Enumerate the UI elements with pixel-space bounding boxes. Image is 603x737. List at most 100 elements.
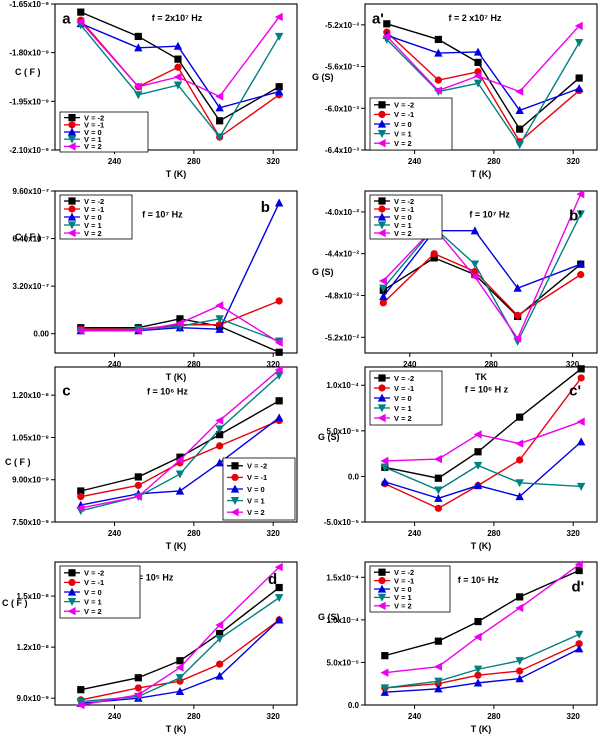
legend-entry: V = -2 [84,197,104,206]
data-point-2 [574,644,584,653]
y-tick-label: -4.4x10⁻² [325,250,359,259]
panel-letter: d [268,571,277,588]
legend-entry: V = -1 [394,576,414,585]
data-point-1 [434,76,442,84]
data-point-0 [134,473,142,481]
x-tick-label: 320 [267,360,281,369]
data-point-2 [173,41,183,50]
plot-frame [364,190,598,354]
data-point-4 [574,560,583,569]
plot-frame [364,561,598,706]
data-point-2 [574,84,584,93]
data-point-0 [77,686,85,694]
y-tick-label: -5.2x10⁻³ [325,21,359,30]
data-point-1 [216,660,224,668]
data-point-2 [215,458,224,467]
data-point-3 [173,81,183,90]
legend-entry: V = 2 [394,139,412,148]
legend: V = -2V = -1V = 0V = 1V = 2 [369,97,453,151]
legend-entry: V = 2 [394,414,412,423]
data-point-2 [515,492,524,501]
data-point-4 [473,430,482,439]
y-tick-label: 1.05x10⁻⁸ [12,433,49,442]
data-point-2 [215,103,224,112]
legend-entry: V = -1 [84,121,104,130]
data-point-0 [516,593,524,601]
data-point-0 [577,365,585,373]
series-line-2 [384,441,582,500]
series-line-4 [384,421,582,462]
data-point-3 [379,284,388,293]
y-tick-label: 9.00x10⁻⁹ [12,476,49,485]
data-point-0 [216,431,224,439]
y-axis-label: G (S) [312,72,334,82]
x-axis-label: T (K) [166,372,187,382]
legend-marker [68,578,76,587]
data-point-2 [576,437,586,446]
panel-b-prime-conductance-1e7hz: 240 280 320 -4.0x10⁻² -4.4x10⁻² -4.8x10⁻² -5.2… [312,189,598,382]
x-tick-label: 280 [187,529,201,538]
x-tick-label: 240 [108,360,122,369]
legend-entry: V = 0 [247,485,265,494]
y-tick-label: -1.80x10⁻⁹ [9,49,49,58]
data-point-4 [473,71,482,81]
x-axis-label: T (K) [471,724,492,734]
x-axis-label: TK [475,372,487,382]
y-tick-label: 0.00 [33,330,49,339]
x-tick-label: 280 [187,712,201,721]
legend-marker [377,584,387,593]
legend-entry: V = -2 [394,101,414,110]
legend-entry: V = -1 [394,205,414,214]
data-point-4 [173,72,182,82]
data-point-2 [175,486,185,495]
legend-marker [67,607,76,616]
data-point-3 [434,486,443,495]
panel-a-capacitance-2e7hz: 240 280 320 -1.65x10⁻⁹ -1.80x10⁻⁹ -1.95x10⁻⁹ -… [9,0,298,179]
x-axis-label: T (K) [166,169,187,179]
x-tick-label: 240 [408,712,422,721]
legend-marker [378,384,386,392]
data-point-2 [434,48,443,57]
legend: V = -2V = -1V = 0V = 1V = 2 [59,565,141,619]
legend-marker [377,593,387,602]
panel-letter: c' [569,382,581,399]
plot-frame [364,3,598,151]
data-point-1 [216,442,224,450]
data-point-3 [380,684,390,693]
data-point-4 [175,455,184,465]
legend-entry: V = 1 [394,593,412,602]
data-point-0 [434,35,442,44]
data-point-2 [134,43,143,52]
legend-entry: V = -1 [84,578,104,587]
data-point-2 [473,678,483,687]
data-point-4 [378,276,387,286]
frequency-annotation: f = 10⁵ Hz [458,575,499,585]
legend-entry: V = -2 [394,568,414,577]
legend: V = -2V = -1V = 0V = 1V = 2 [369,194,443,240]
data-point-2 [434,493,443,502]
data-point-1 [471,267,479,276]
legend-marker [68,121,76,129]
legend-marker [230,497,240,505]
y-tick-label: -6.4x10⁻³ [325,146,359,155]
data-point-4 [175,319,184,328]
data-point-3 [175,470,185,479]
data-point-0 [434,637,442,645]
y-tick-label: 5.0x10⁻⁵ [327,427,360,436]
data-point-4 [76,503,85,513]
legend-entry: V = -2 [247,462,267,471]
data-point-1 [275,297,283,305]
data-point-1 [516,456,524,464]
y-tick-label: -4.8x10⁻² [325,292,359,301]
legend-entry: V = 1 [394,404,412,413]
legend-marker [68,205,76,213]
data-point-4 [380,668,389,677]
y-tick-label: 3.20x10⁻⁷ [13,282,49,291]
frequency-annotation: f = 10⁶ Hz [147,386,188,396]
legend: V = -2V = -1V = 0V = 1V = 2 [369,370,443,426]
data-point-3 [274,594,284,603]
legend-entry: V = 2 [394,229,412,238]
data-point-4 [513,334,522,343]
x-tick-label: 280 [484,360,498,369]
y-tick-label: 1.5x10⁻⁴ [326,573,359,582]
